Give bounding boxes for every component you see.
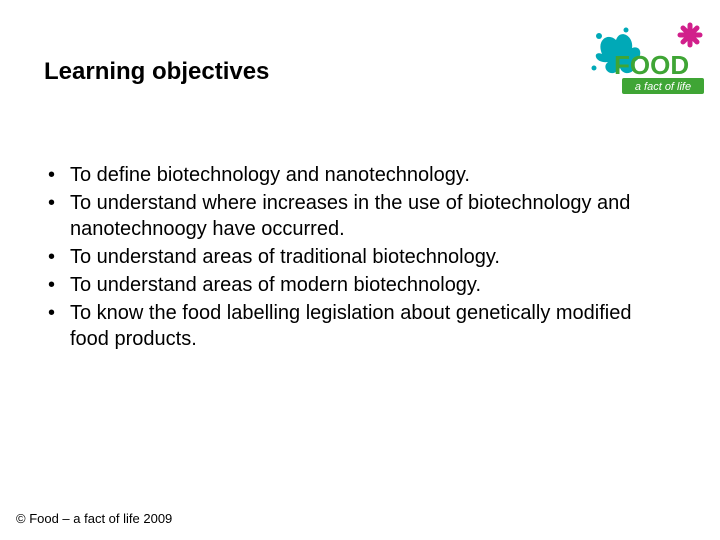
copyright-footer: © Food – a fact of life 2009 [16, 511, 172, 526]
food-logo: FOOD a fact of life [578, 18, 708, 108]
list-item: To define biotechnology and nanotechnolo… [44, 162, 664, 188]
logo-tagline: a fact of life [635, 81, 691, 93]
asterisk-icon [680, 25, 700, 45]
list-item: To understand areas of modern biotechnol… [44, 272, 664, 298]
list-item: To understand areas of traditional biote… [44, 244, 664, 270]
objectives-list: To define biotechnology and nanotechnolo… [44, 162, 664, 354]
logo-word: FOOD [614, 50, 689, 80]
slide-title: Learning objectives [44, 58, 269, 86]
list-item: To understand where increases in the use… [44, 190, 664, 242]
list-item: To know the food labelling legislation a… [44, 300, 664, 352]
